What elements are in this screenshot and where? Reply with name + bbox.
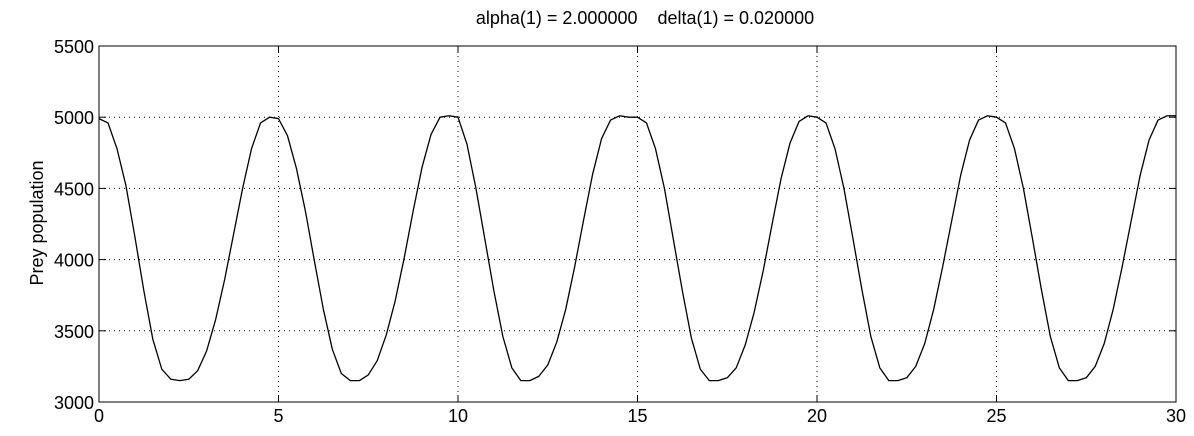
y-tick-label: 4500 [54, 179, 94, 199]
x-tick-label: 20 [807, 406, 827, 426]
series-line-0 [98, 115, 1176, 382]
x-tick-label: 25 [986, 406, 1006, 426]
y-tick-label: 5500 [54, 37, 94, 57]
y-tick-label: 3500 [54, 322, 94, 342]
plot-frame [98, 45, 1177, 403]
x-tick-labels: 0 5 10 15 20 25 30 [94, 406, 1186, 426]
x-tick-label: 0 [94, 406, 104, 426]
x-tick-label: 10 [448, 406, 468, 426]
y-tick-label: 5000 [54, 108, 94, 128]
x-tick-label: 5 [273, 406, 283, 426]
x-tick-label: 30 [1166, 406, 1186, 426]
y-tick-label: 4000 [54, 251, 94, 271]
y-axis-label: Prey population [27, 160, 47, 285]
series-group [98, 115, 1176, 382]
y-tick-label: 3000 [54, 393, 94, 413]
y-tick-labels: 3000 3500 4000 4500 5000 5500 [54, 37, 94, 413]
chart-title: alpha(1) = 2.000000 delta(1) = 0.020000 [476, 8, 814, 28]
tick-marks [98, 45, 1177, 403]
x-tick-label: 15 [627, 406, 647, 426]
grid-lines [99, 46, 1176, 402]
